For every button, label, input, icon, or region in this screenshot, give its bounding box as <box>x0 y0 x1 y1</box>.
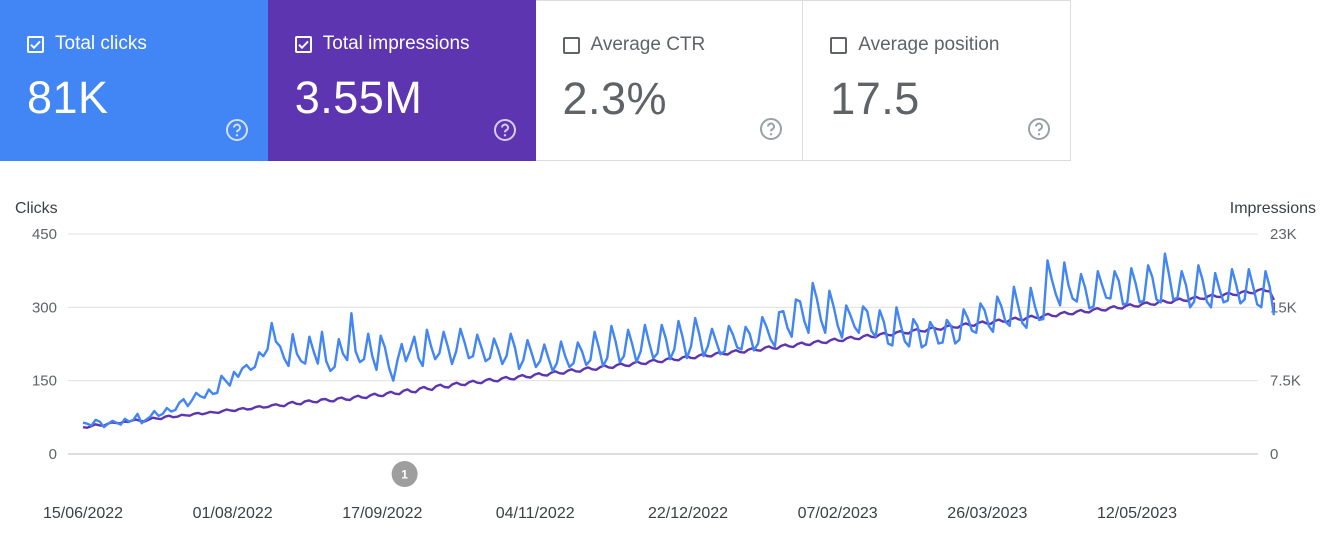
y-tick-label-right: 0 <box>1270 446 1278 463</box>
checkbox-icon[interactable] <box>562 36 580 54</box>
average-position-card[interactable]: Average position 17.5 <box>803 0 1071 161</box>
card-label: Average CTR <box>590 34 706 55</box>
card-label: Total impressions <box>322 33 470 54</box>
total-clicks-card[interactable]: Total clicks 81K <box>0 0 268 161</box>
axis-ticks: 0 0 150 7.5K 300 15K 450 23K 15/06/2022 01/08/202… <box>32 226 1301 522</box>
annotation-circle[interactable] <box>391 461 418 487</box>
impressions-series-line <box>82 287 1275 429</box>
performance-chart: Clicks Impressions 0 0 150 7.5K 300 15K 450 23K… <box>15 200 1316 522</box>
x-tick-label: 04/11/2022 <box>496 505 575 522</box>
annotation-marker[interactable]: 1 <box>391 461 418 487</box>
x-tick-label: 17/09/2022 <box>342 505 422 522</box>
card-header: Average position <box>830 34 999 56</box>
y-tick-label-right: 15K <box>1270 299 1297 316</box>
card-label: Total clicks <box>55 33 147 54</box>
card-value: 2.3% <box>562 73 668 124</box>
card-value: 81K <box>27 72 109 123</box>
y-axis-title-left: Clicks <box>15 200 58 217</box>
card-value: 17.5 <box>830 73 920 124</box>
x-tick-label: 22/12/2022 <box>648 505 728 522</box>
y-tick-label-left: 300 <box>32 299 57 316</box>
help-circle-icon[interactable] <box>493 118 517 142</box>
check-icon[interactable] <box>27 35 44 53</box>
y-tick-label-left: 0 <box>49 446 57 463</box>
card-header: Total clicks <box>27 33 147 55</box>
card-label: Average position <box>858 34 1000 55</box>
series-lines <box>82 252 1276 429</box>
x-tick-label: 01/08/2022 <box>193 505 273 522</box>
x-tick-label: 15/06/2022 <box>43 505 123 522</box>
help-circle-icon[interactable] <box>759 117 783 141</box>
x-tick-label: 07/02/2023 <box>798 505 878 522</box>
help-circle-icon[interactable] <box>1027 117 1051 141</box>
metric-cards: Total clicks 81K Total impressions 3.55M… <box>0 0 1071 161</box>
clicks-series-line <box>82 252 1276 429</box>
x-tick-label: 12/05/2023 <box>1097 505 1177 522</box>
checkbox-icon[interactable] <box>830 36 848 54</box>
y-tick-label-right: 23K <box>1270 226 1297 243</box>
y-tick-label-right: 7.5K <box>1270 373 1301 390</box>
annotation-label: 1 <box>401 468 408 482</box>
y-tick-label-left: 450 <box>32 226 57 243</box>
gridlines <box>68 233 1258 455</box>
card-value: 3.55M <box>294 72 423 123</box>
average-ctr-card[interactable]: Average CTR 2.3% <box>535 0 804 161</box>
check-icon[interactable] <box>294 35 312 53</box>
x-tick-label: 26/03/2023 <box>947 505 1027 522</box>
total-impressions-card[interactable]: Total impressions 3.55M <box>267 0 536 161</box>
help-circle-icon[interactable] <box>225 118 249 142</box>
y-axis-title-right: Impressions <box>1230 200 1316 217</box>
card-header: Total impressions <box>294 33 470 55</box>
y-tick-label-left: 150 <box>32 373 57 390</box>
card-header: Average CTR <box>562 34 706 56</box>
